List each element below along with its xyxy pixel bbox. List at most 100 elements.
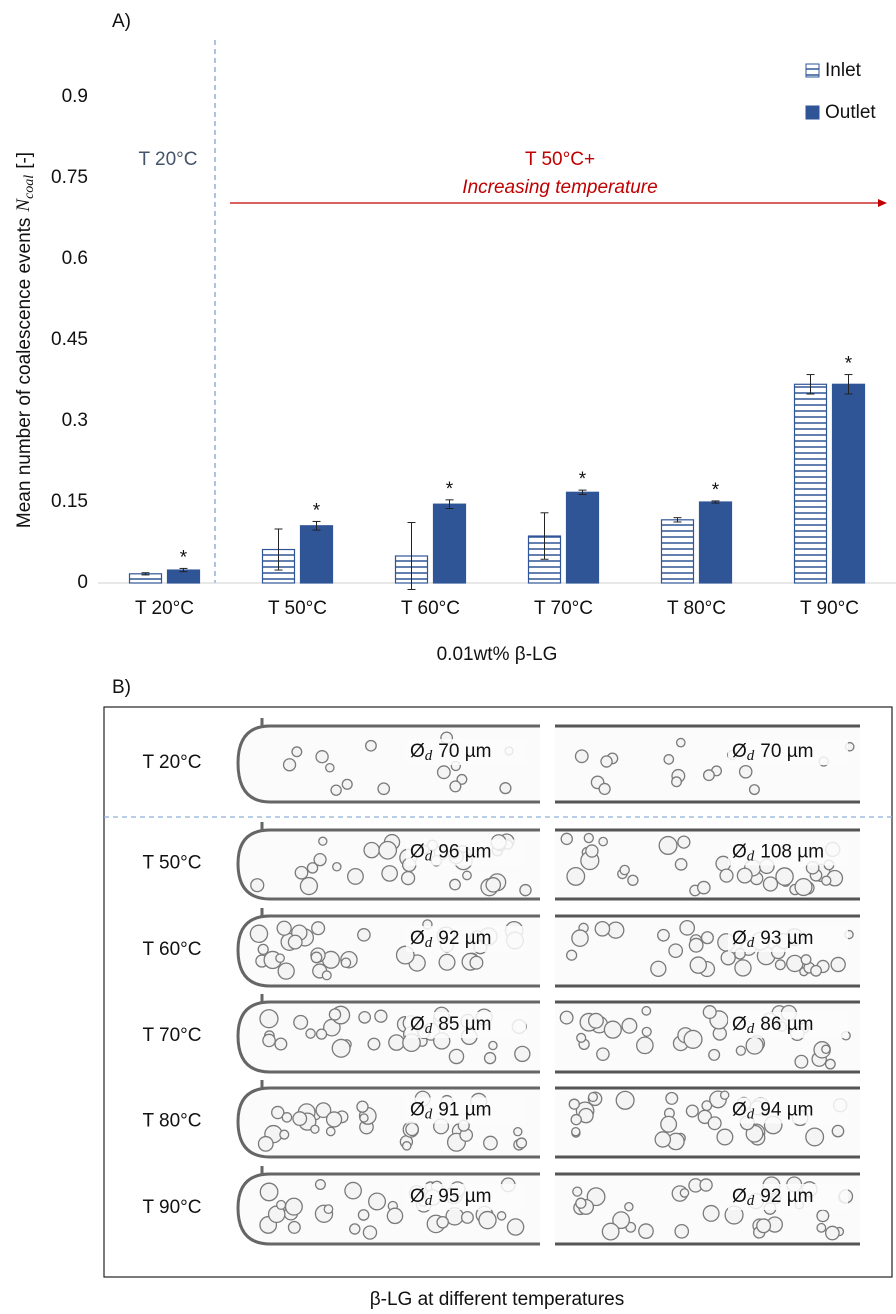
diameter-value: 86 µm [760, 1014, 813, 1035]
droplet [315, 750, 329, 764]
droplet [294, 865, 309, 880]
droplet [460, 1210, 474, 1224]
droplet [519, 883, 532, 897]
droplet [314, 1179, 326, 1191]
droplet [506, 1218, 525, 1236]
diameter-label: Ød 93 µm [732, 928, 813, 951]
droplet [800, 954, 812, 966]
bar [698, 501, 733, 584]
droplet [259, 1182, 279, 1202]
droplet [566, 949, 578, 961]
droplet [274, 1037, 288, 1051]
droplet [400, 870, 416, 886]
droplet [313, 853, 327, 867]
row-label: T 20°C [143, 752, 202, 773]
x-axis-label: 0.01wt% β-LG [437, 644, 558, 665]
diameter-subscript: d [425, 748, 433, 764]
droplet [716, 1128, 734, 1146]
droplet [483, 1051, 497, 1065]
droplet [488, 1040, 498, 1051]
droplet [438, 953, 456, 971]
legend-swatch [805, 105, 820, 120]
droplet [315, 1028, 328, 1040]
droplet [585, 844, 599, 858]
diameter-symbol: Ø [732, 741, 747, 762]
diameter-label: Ød 70 µm [732, 741, 813, 764]
droplet [340, 957, 352, 969]
droplet [786, 954, 804, 973]
label-backdrop [406, 1012, 526, 1038]
y-tick-label: 0 [77, 572, 88, 593]
droplet [657, 928, 670, 942]
droplet [349, 1223, 361, 1235]
diameter-subscript: d [747, 1021, 755, 1037]
droplet [816, 1209, 830, 1223]
droplet [576, 1032, 587, 1043]
micrographs: T 20°C Ød 70 µm Ød 70 µm T 50°C Ød 96 µm Ød 108 µ… [143, 718, 860, 1246]
droplet [816, 1222, 827, 1233]
droplet [568, 1098, 580, 1110]
error-bar [312, 520, 321, 531]
diameter-subscript: d [747, 935, 755, 951]
y-tick-label: 0.3 [62, 410, 88, 431]
droplet [456, 773, 468, 785]
diameter-symbol: Ø [732, 1100, 747, 1121]
bar [831, 383, 866, 584]
droplet [306, 862, 319, 874]
row-label: T 60°C [143, 939, 202, 960]
droplet [583, 832, 594, 844]
diameter-value: 85 µm [438, 1014, 491, 1035]
droplet [674, 1223, 690, 1239]
diameter-subscript: d [425, 935, 433, 951]
droplet [571, 1126, 581, 1137]
diameter-value: 96 µm [438, 842, 491, 863]
diameter-symbol: Ø [410, 1100, 425, 1121]
x-tick-label: T 80°C [667, 598, 726, 619]
droplet [641, 1026, 652, 1037]
droplet [341, 778, 353, 790]
droplet [331, 1038, 351, 1058]
droplet [810, 964, 822, 977]
diameter-value: 92 µm [438, 928, 491, 949]
diameter-label: Ød 91 µm [410, 1100, 491, 1123]
diameter-symbol: Ø [732, 842, 747, 863]
legend-swatch [805, 63, 820, 78]
droplet [386, 1207, 404, 1225]
droplet [310, 951, 323, 964]
droplet [276, 1199, 287, 1210]
y-tick-label: 0.9 [62, 86, 88, 107]
significance-marker: * [845, 354, 853, 375]
droplet [310, 1124, 320, 1134]
diameter-value: 108 µm [760, 842, 824, 863]
droplet [658, 835, 678, 855]
droplet [660, 1115, 678, 1133]
droplet [685, 1104, 699, 1118]
droplet [275, 953, 285, 964]
diameter-symbol: Ø [410, 1186, 425, 1207]
droplet [368, 1192, 387, 1211]
panel-label: B) [112, 677, 131, 698]
diameter-label: Ød 95 µm [410, 1186, 491, 1209]
droplet [469, 955, 484, 970]
x-tick-label: T 60°C [401, 598, 460, 619]
droplet [683, 1029, 703, 1049]
droplet [388, 1034, 405, 1051]
droplet [671, 776, 682, 788]
diameter-symbol: Ø [410, 842, 425, 863]
droplet [594, 920, 611, 937]
y-tick-label: 0.15 [51, 491, 88, 512]
droplet [719, 1090, 730, 1100]
error-bar [274, 528, 283, 571]
significance-marker: * [313, 500, 321, 521]
diameter-value: 91 µm [438, 1100, 491, 1121]
droplet [702, 1005, 717, 1020]
droplet [598, 836, 608, 847]
droplet [449, 780, 462, 793]
droplet [560, 832, 573, 846]
significance-marker: * [712, 480, 720, 501]
droplet [330, 784, 342, 796]
droplet [559, 1010, 574, 1025]
droplet [374, 1009, 388, 1023]
droplet [699, 1178, 713, 1192]
